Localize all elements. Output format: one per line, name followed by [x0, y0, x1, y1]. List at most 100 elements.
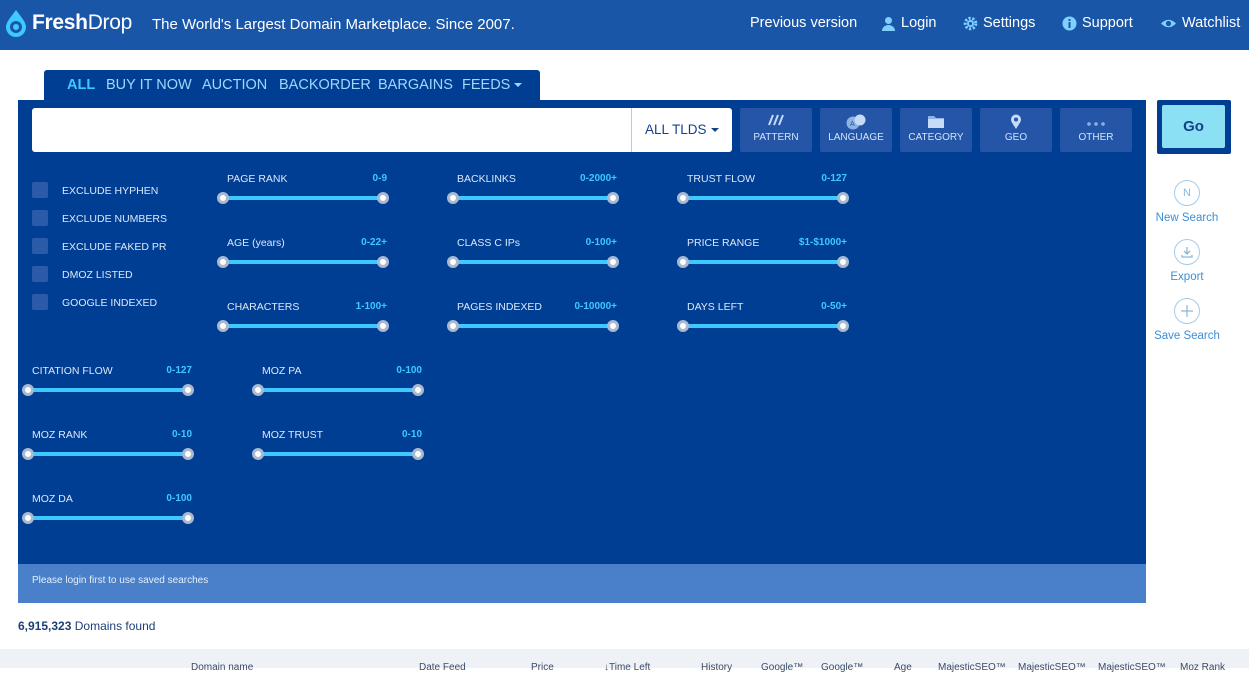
- dmoz-listed-checkbox[interactable]: [32, 266, 48, 282]
- settings-label: Settings: [983, 15, 1036, 31]
- moz-pa-min-handle[interactable]: [252, 384, 264, 396]
- language-icon: A: [846, 114, 866, 130]
- logo[interactable]: FreshDrop: [4, 9, 132, 37]
- price-range-label: PRICE RANGE: [687, 237, 760, 249]
- moz-trust-label: MOZ TRUST: [262, 429, 324, 441]
- google-indexed-checkbox[interactable]: [32, 294, 48, 310]
- price-range-min-handle[interactable]: [677, 256, 689, 268]
- moz-rank-label: MOZ RANK: [32, 429, 88, 441]
- moz-da-max-handle[interactable]: [182, 512, 194, 524]
- watchlist-link[interactable]: Watchlist: [1160, 15, 1240, 31]
- class-c-ips-label: CLASS C IPs: [457, 237, 521, 249]
- citation-flow-min-handle[interactable]: [22, 384, 34, 396]
- category-button[interactable]: CATEGORY: [900, 108, 972, 152]
- more-dots-icon: [1087, 122, 1105, 126]
- login-label: Login: [901, 15, 937, 31]
- settings-link[interactable]: Settings: [963, 15, 1035, 31]
- backlinks-min-handle[interactable]: [447, 192, 459, 204]
- pages-indexed-min-handle[interactable]: [447, 320, 459, 332]
- tab-backorder[interactable]: BACKORDER: [279, 77, 371, 93]
- language-button[interactable]: A LANGUAGE: [820, 108, 892, 152]
- price-range-slider[interactable]: [683, 260, 843, 264]
- results-table-header: Domain name Date Feed Price ↓Time Left H…: [0, 649, 1249, 673]
- moz-da-min-handle[interactable]: [22, 512, 34, 524]
- page-rank-max-handle[interactable]: [377, 192, 389, 204]
- geo-button[interactable]: GEO: [980, 108, 1052, 152]
- other-button[interactable]: OTHER: [1060, 108, 1132, 152]
- moz-pa-value: 0-100: [396, 365, 422, 376]
- tab-feeds-label: FEEDS: [462, 77, 511, 93]
- class-c-ips-max-handle[interactable]: [607, 256, 619, 268]
- page-rank-label: PAGE RANK: [227, 173, 288, 185]
- support-label: Support: [1082, 15, 1133, 31]
- price-range-max-handle[interactable]: [837, 256, 849, 268]
- trust-flow-max-handle[interactable]: [837, 192, 849, 204]
- previous-version-link[interactable]: Previous version: [750, 15, 857, 31]
- svg-text:A: A: [850, 121, 855, 128]
- citation-flow-max-handle[interactable]: [182, 384, 194, 396]
- page-rank-slider[interactable]: [223, 196, 383, 200]
- tab-auction[interactable]: AUCTION: [202, 77, 268, 93]
- moz-pa-max-handle[interactable]: [412, 384, 424, 396]
- characters-slider[interactable]: [223, 324, 383, 328]
- page-rank-min-handle[interactable]: [217, 192, 229, 204]
- pages-indexed-slider[interactable]: [453, 324, 613, 328]
- new-search-action[interactable]: N New Search: [1142, 180, 1232, 224]
- dmoz-listed-label: DMOZ LISTED: [62, 269, 133, 281]
- days-left-value: 0-50+: [821, 301, 847, 312]
- class-c-ips-value: 0-100+: [585, 237, 617, 248]
- trust-flow-slider[interactable]: [683, 196, 843, 200]
- age-value: 0-22+: [361, 237, 387, 248]
- other-label: OTHER: [1078, 132, 1114, 143]
- age-slider[interactable]: [223, 260, 383, 264]
- age-min-handle[interactable]: [217, 256, 229, 268]
- login-notice-text: Please login first to use saved searches: [32, 575, 209, 586]
- characters-max-handle[interactable]: [377, 320, 389, 332]
- moz-da-value: 0-100: [166, 493, 192, 504]
- moz-rank-min-handle[interactable]: [22, 448, 34, 460]
- moz-rank-max-handle[interactable]: [182, 448, 194, 460]
- eye-icon: [1161, 19, 1176, 27]
- characters-min-handle[interactable]: [217, 320, 229, 332]
- moz-trust-slider[interactable]: [258, 452, 418, 456]
- save-search-action[interactable]: Save Search: [1142, 298, 1232, 342]
- tld-select[interactable]: ALL TLDS: [631, 108, 732, 152]
- exclude-faked-pr-checkbox[interactable]: [32, 238, 48, 254]
- google-indexed-label: GOOGLE INDEXED: [62, 297, 158, 309]
- days-left-max-handle[interactable]: [837, 320, 849, 332]
- exclude-numbers-label: EXCLUDE NUMBERS: [62, 213, 168, 225]
- go-button[interactable]: Go: [1162, 105, 1225, 148]
- pattern-button[interactable]: PATTERN: [740, 108, 812, 152]
- moz-trust-max-handle[interactable]: [412, 448, 424, 460]
- citation-flow-slider[interactable]: [28, 388, 188, 392]
- class-c-ips-slider[interactable]: [453, 260, 613, 264]
- backlinks-label: BACKLINKS: [457, 173, 516, 185]
- exclude-numbers-checkbox[interactable]: [32, 210, 48, 226]
- days-left-slider[interactable]: [683, 324, 843, 328]
- tab-bargains[interactable]: BARGAINS: [378, 77, 453, 93]
- characters-value: 1-100+: [355, 301, 387, 312]
- category-label: CATEGORY: [908, 132, 964, 143]
- domain-search-input[interactable]: [32, 108, 631, 152]
- tab-buy-it-now[interactable]: BUY IT NOW: [106, 77, 192, 93]
- tagline: The World's Largest Domain Marketplace. …: [152, 16, 515, 33]
- age-max-handle[interactable]: [377, 256, 389, 268]
- support-link[interactable]: Support: [1062, 15, 1133, 31]
- backlinks-max-handle[interactable]: [607, 192, 619, 204]
- moz-trust-min-handle[interactable]: [252, 448, 264, 460]
- export-label: Export: [1170, 271, 1204, 283]
- moz-da-slider[interactable]: [28, 516, 188, 520]
- moz-pa-slider[interactable]: [258, 388, 418, 392]
- export-action[interactable]: Export: [1142, 239, 1232, 283]
- moz-rank-slider[interactable]: [28, 452, 188, 456]
- backlinks-slider[interactable]: [453, 196, 613, 200]
- class-c-ips-min-handle[interactable]: [447, 256, 459, 268]
- tab-feeds[interactable]: FEEDS: [462, 77, 523, 93]
- exclude-hyphen-checkbox[interactable]: [32, 182, 48, 198]
- tab-all[interactable]: ALL: [67, 77, 96, 93]
- pages-indexed-max-handle[interactable]: [607, 320, 619, 332]
- pages-indexed-value: 0-10000+: [574, 301, 617, 312]
- login-link[interactable]: Login: [881, 15, 936, 31]
- days-left-min-handle[interactable]: [677, 320, 689, 332]
- trust-flow-min-handle[interactable]: [677, 192, 689, 204]
